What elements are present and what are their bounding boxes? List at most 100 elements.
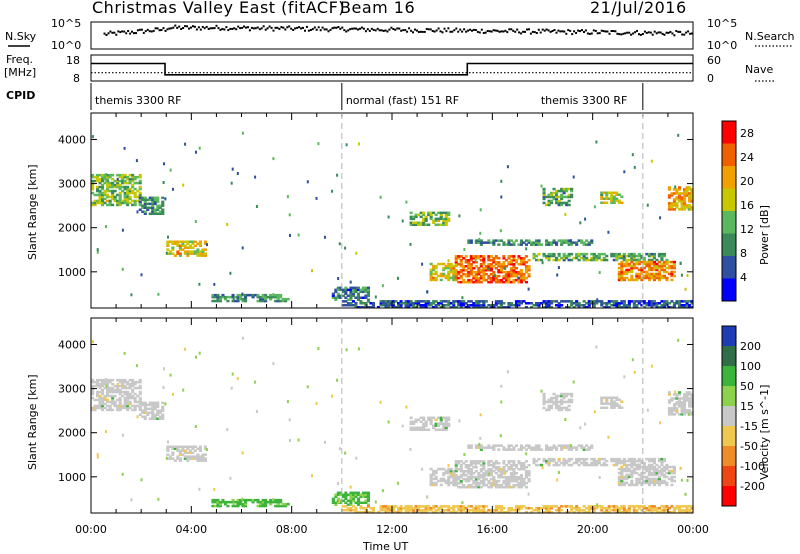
power-cell [472, 257, 476, 260]
power-cell [464, 302, 468, 305]
power-cell [399, 302, 403, 305]
power-cell [660, 300, 664, 303]
power-cell [597, 252, 601, 256]
power-cell [685, 304, 689, 307]
power-cell [161, 200, 165, 204]
power-cell [477, 255, 481, 258]
velocity-cell [640, 509, 644, 512]
velocity-cell [685, 409, 689, 412]
power-cell [405, 200, 408, 204]
power-cell [512, 263, 516, 266]
velocity-cell [474, 483, 478, 487]
velocity-cell [469, 444, 473, 447]
nsky-sample [547, 29, 550, 32]
power-cell [462, 269, 466, 272]
velocity-cell [530, 448, 534, 451]
power-cell [474, 302, 478, 305]
velocity-cell [500, 400, 503, 404]
velocity-cell [560, 402, 564, 406]
power-cell [276, 299, 280, 303]
velocity-cell [652, 457, 656, 461]
power-cell [590, 300, 594, 303]
velocity-cell [459, 505, 463, 508]
velocity-cell [657, 479, 661, 483]
velocity-cell [667, 511, 671, 514]
power-cell [106, 177, 110, 181]
power-cell [462, 302, 466, 305]
power-cell [171, 242, 175, 245]
power-cell [565, 306, 569, 309]
power-cell [678, 304, 682, 307]
power-cell [409, 304, 413, 307]
nsky-sample [474, 29, 477, 31]
velocity-cell [434, 481, 438, 485]
nsky-sample [471, 29, 473, 32]
velocity-cell [156, 403, 160, 407]
velocity-cell [512, 460, 516, 463]
power-cell [424, 217, 428, 221]
power-cell [356, 292, 360, 296]
power-cell [153, 208, 157, 211]
velocity-cell [432, 481, 436, 485]
velocity-cell [532, 459, 536, 463]
power-cell [178, 252, 182, 255]
power-cell [444, 223, 448, 226]
nsky-sample [528, 28, 530, 31]
velocity-cell [625, 469, 629, 473]
velocity-cell [615, 505, 619, 508]
power-cell [151, 212, 155, 215]
velocity-cell [274, 504, 278, 508]
velocity-cell [101, 388, 105, 392]
power-cell [474, 280, 478, 284]
power-colorbar-tick: 20 [740, 175, 754, 188]
velocity-cell [338, 500, 341, 503]
power-cell [472, 255, 476, 258]
velocity-cell [560, 400, 564, 404]
velocity-cell [610, 396, 614, 399]
power-cell [183, 252, 187, 255]
power-cell [447, 264, 451, 268]
power-cell [667, 206, 671, 209]
velocity-cell [494, 485, 498, 489]
power-cell [522, 276, 526, 280]
power-cell [585, 243, 589, 246]
velocity-cell [399, 505, 403, 508]
power-cell [463, 248, 466, 251]
velocity-cell [522, 446, 526, 449]
power-cell [567, 199, 571, 203]
velocity-cell [489, 511, 493, 514]
power-cell [198, 282, 201, 286]
velocity-cell [354, 491, 358, 495]
power-cell [582, 243, 586, 246]
velocity-cell [504, 483, 508, 487]
power-cell [647, 276, 651, 280]
power-cell [688, 192, 692, 195]
nsky-sample [429, 28, 432, 31]
velocity-cell [570, 457, 574, 461]
nsky-sample [388, 28, 391, 31]
power-cell [547, 203, 551, 207]
velocity-cell [652, 469, 656, 473]
velocity-cell [171, 445, 175, 448]
velocity-cell [650, 473, 654, 477]
velocity-cell [91, 386, 95, 390]
velocity-cell [429, 420, 433, 424]
power-cell [434, 223, 438, 226]
velocity-cell [101, 406, 105, 410]
velocity-cell [412, 509, 416, 512]
velocity-cell [522, 479, 526, 483]
velocity-cell [607, 402, 611, 405]
freq-label-line2: [MHz] [4, 66, 36, 79]
velocity-cell [108, 378, 112, 382]
power-cell [657, 302, 661, 305]
colorbar-swatch [722, 386, 736, 407]
power-cell [617, 193, 621, 196]
velocity-cell [615, 404, 619, 407]
power-cell [570, 241, 574, 244]
power-cell [524, 261, 528, 264]
power-cell [113, 197, 117, 201]
power-cell [494, 263, 498, 266]
velocity-cell [163, 367, 165, 371]
velocity-cell [454, 511, 458, 514]
velocity-cell [452, 509, 456, 512]
